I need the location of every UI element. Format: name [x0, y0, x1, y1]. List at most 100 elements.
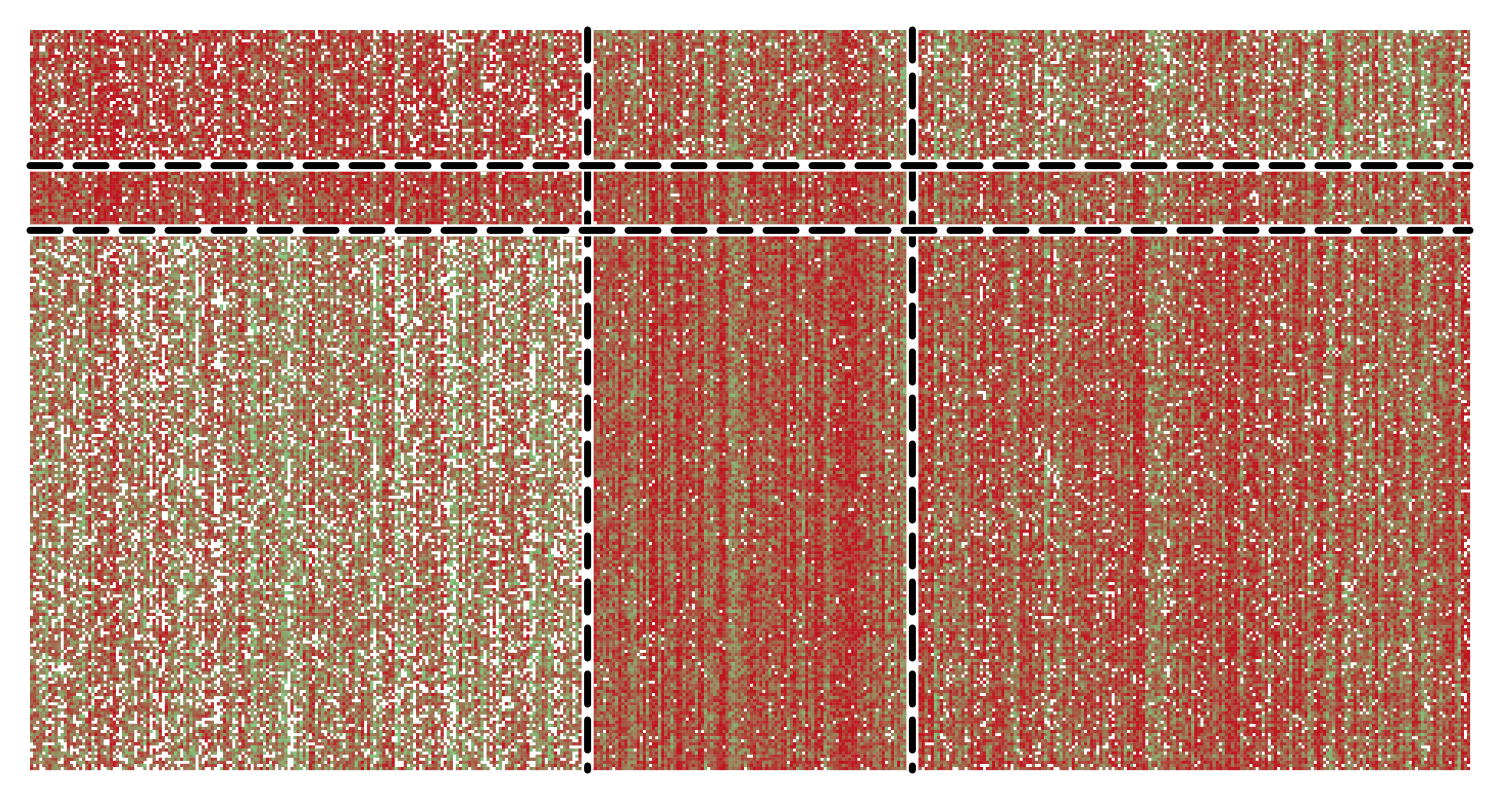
heatmap-cell: [425, 39, 428, 42]
heatmap-cell: [257, 55, 260, 58]
heatmap-cell: [1231, 52, 1234, 55]
heatmap-cell: [1409, 33, 1412, 36]
heatmap-cell: [1023, 30, 1026, 33]
heatmap-cell: [787, 30, 790, 33]
heatmap-cell: [1029, 52, 1032, 55]
heatmap-cell: [257, 52, 260, 55]
heatmap-cell: [107, 49, 110, 52]
heatmap-cell: [122, 39, 125, 42]
heatmap-cell: [450, 49, 453, 52]
heatmap-cell: [793, 45, 796, 48]
heatmap-cell: [165, 55, 168, 58]
heatmap-cell: [76, 42, 79, 45]
heatmap-cell: [48, 36, 51, 39]
heatmap-cell: [784, 33, 787, 36]
heatmap-cell: [615, 33, 618, 36]
heatmap-cell: [919, 39, 922, 42]
heatmap-cell: [1277, 33, 1280, 36]
heatmap-cell: [775, 36, 778, 39]
heatmap-cell: [1433, 39, 1436, 42]
heatmap-cell: [729, 52, 732, 55]
heatmap-cell: [257, 36, 260, 39]
heatmap-cell: [146, 55, 149, 58]
heatmap-cell: [1243, 30, 1246, 33]
heatmap-cell: [805, 30, 808, 33]
heatmap-cell: [373, 55, 376, 58]
heatmap-cell: [159, 39, 162, 42]
heatmap-cell: [971, 52, 974, 55]
heatmap-cell: [894, 49, 897, 52]
heatmap-cell: [1050, 30, 1053, 33]
heatmap-cell: [266, 36, 269, 39]
heatmap-cell: [137, 36, 140, 39]
heatmap-cell: [437, 45, 440, 48]
heatmap-cell: [934, 33, 937, 36]
heatmap-cell: [1102, 49, 1105, 52]
heatmap-cell: [968, 45, 971, 48]
heatmap-cell: [1351, 49, 1354, 52]
heatmap-cell: [122, 52, 125, 55]
heatmap-cell: [1280, 45, 1283, 48]
heatmap-cell: [1335, 36, 1338, 39]
heatmap-cell: [119, 45, 122, 48]
heatmap-cell: [698, 33, 701, 36]
heatmap-cell: [719, 49, 722, 52]
heatmap-cell: [511, 45, 514, 48]
heatmap-cell: [882, 42, 885, 45]
heatmap-cell: [235, 45, 238, 48]
heatmap-cell: [468, 33, 471, 36]
heatmap-cell: [744, 33, 747, 36]
heatmap-cell: [1406, 49, 1409, 52]
heatmap-cell: [839, 30, 842, 33]
heatmap-cell: [94, 42, 97, 45]
heatmap-cell: [799, 33, 802, 36]
heatmap-cell: [39, 30, 42, 33]
heatmap-cell: [220, 30, 223, 33]
heatmap-cell: [1430, 45, 1433, 48]
heatmap-cell: [1308, 33, 1311, 36]
heatmap-cell: [425, 49, 428, 52]
heatmap-cell: [1427, 49, 1430, 52]
heatmap-cell: [1396, 42, 1399, 45]
heatmap-cell: [349, 55, 352, 58]
heatmap-cell: [64, 52, 67, 55]
heatmap-cell: [554, 49, 557, 52]
heatmap-cell: [1010, 49, 1013, 52]
heatmap-cell: [1020, 45, 1023, 48]
heatmap-cell: [1219, 30, 1222, 33]
heatmap-cell: [1390, 39, 1393, 42]
heatmap-cell: [1124, 45, 1127, 48]
heatmap-cell: [1090, 33, 1093, 36]
heatmap-cell: [609, 30, 612, 33]
heatmap-cell: [244, 42, 247, 45]
heatmap-cell: [1213, 45, 1216, 48]
heatmap-cell: [143, 36, 146, 39]
heatmap-cell: [952, 36, 955, 39]
heatmap-cell: [428, 36, 431, 39]
heatmap-cell: [551, 33, 554, 36]
heatmap-cell: [692, 39, 695, 42]
heatmap-cell: [771, 36, 774, 39]
heatmap-cell: [474, 49, 477, 52]
heatmap-cell: [419, 49, 422, 52]
heatmap-cell: [1351, 45, 1354, 48]
heatmap-cell: [520, 36, 523, 39]
heatmap-cell: [263, 42, 266, 45]
heatmap-cell: [1400, 33, 1403, 36]
heatmap-cell: [1161, 33, 1164, 36]
heatmap-cell: [1329, 49, 1332, 52]
heatmap-cell: [1225, 52, 1228, 55]
heatmap-cell: [131, 39, 134, 42]
heatmap-cell: [431, 42, 434, 45]
heatmap-cell: [1464, 36, 1467, 39]
heatmap-cell: [830, 39, 833, 42]
heatmap-cells: [30, 30, 1470, 770]
heatmap-cell: [827, 45, 830, 48]
heatmap-cell: [205, 33, 208, 36]
heatmap-cell: [211, 45, 214, 48]
heatmap-cell: [698, 36, 701, 39]
heatmap-cell: [238, 55, 241, 58]
heatmap-cell: [1409, 42, 1412, 45]
heatmap-cell: [1305, 49, 1308, 52]
heatmap-cell: [894, 45, 897, 48]
